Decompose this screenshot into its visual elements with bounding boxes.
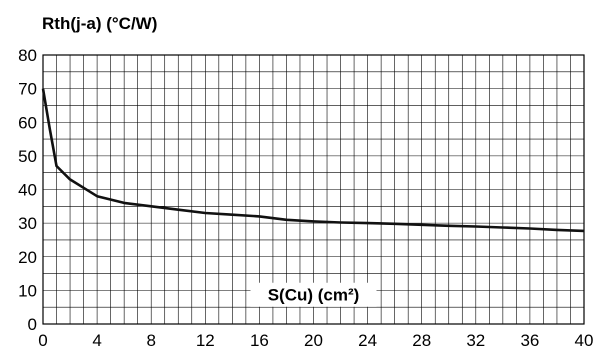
- x-tick-label: 12: [196, 331, 215, 350]
- y-tick-label: 70: [18, 80, 37, 99]
- y-tick-label: 80: [18, 46, 37, 65]
- x-axis-label-box: [250, 282, 377, 307]
- x-tick-label: 32: [466, 331, 485, 350]
- y-tick-label: 50: [18, 147, 37, 166]
- chart-title: Rth(j-a) (°C/W): [42, 14, 158, 33]
- y-tick-label: 20: [18, 248, 37, 267]
- y-tick-label: 60: [18, 113, 37, 132]
- y-tick-label: 10: [18, 281, 37, 300]
- plot-frame: [42, 54, 585, 325]
- x-tick-label: 24: [358, 331, 377, 350]
- y-tick-label: 40: [18, 181, 37, 200]
- x-tick-label: 20: [304, 331, 323, 350]
- x-axis-label: S(Cu) (cm²): [268, 286, 360, 305]
- x-tick-label: 28: [412, 331, 431, 350]
- y-tick-label: 30: [18, 214, 37, 233]
- x-tick-label: 0: [38, 331, 47, 350]
- x-tick-label: 36: [520, 331, 539, 350]
- x-tick-label: 16: [250, 331, 269, 350]
- series-line-0: [41, 88, 585, 233]
- x-tick-label: 8: [146, 331, 155, 350]
- y-tick-label: 0: [28, 315, 37, 334]
- x-tick-label: 40: [575, 331, 594, 350]
- x-tick-label: 4: [92, 331, 101, 350]
